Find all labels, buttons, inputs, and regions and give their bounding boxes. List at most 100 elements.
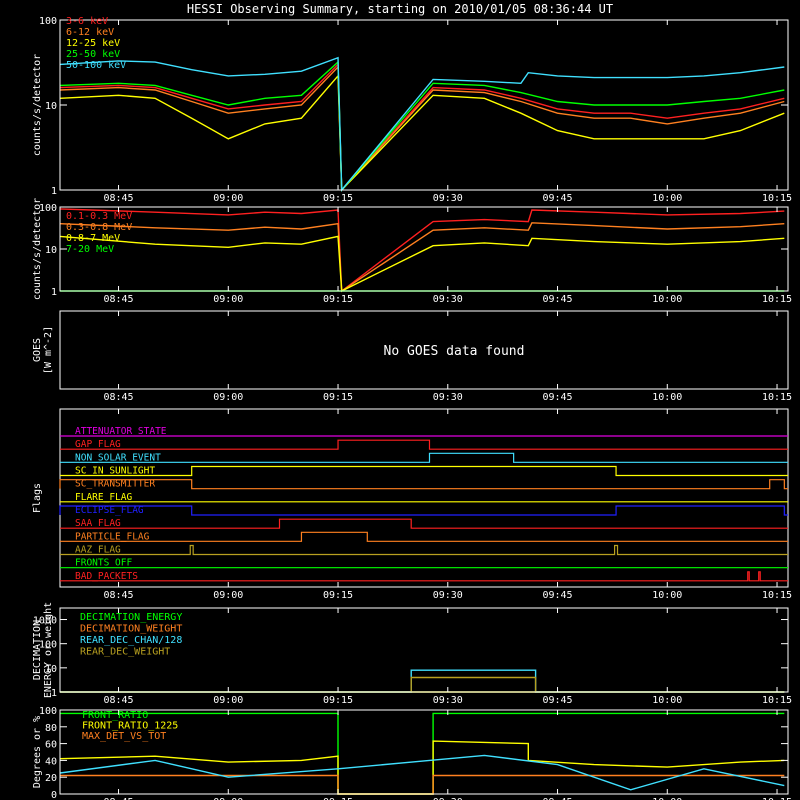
series-line (59, 222, 785, 293)
x-tick-label: 10:15 (762, 392, 792, 403)
legend-entry: 0.3-0.8 MeV (66, 222, 132, 233)
x-tick-label: 09:30 (433, 392, 463, 403)
x-tick-label: 08:45 (103, 590, 133, 601)
figure-title: HESSI Observing Summary, starting on 201… (187, 2, 613, 16)
panel-xray: 1 10 100 counts/s/detector 08:45 09:00 09:15 09… (32, 16, 792, 204)
x-tick-label: 10:00 (652, 392, 682, 403)
flag-label: FRONTS_OFF (75, 558, 132, 569)
x-tick-label: 09:00 (213, 294, 243, 305)
y-tick-label: 60 (45, 740, 57, 751)
legend-entry: 12-25 keV (66, 38, 120, 49)
y-axis-label: Flags (32, 483, 43, 513)
legend-entry: 6-12 keV (66, 27, 114, 38)
flag-label: GAP_FLAG (75, 439, 121, 450)
x-tick-label: 10:15 (762, 797, 792, 800)
flag-line (60, 518, 788, 529)
x-tick-label: 09:15 (323, 695, 353, 706)
flag-line (60, 544, 788, 556)
legend-entry: REAR_DEC_WEIGHT (80, 647, 170, 658)
flag-label: ATTENUATOR_STATE (75, 426, 167, 437)
x-tick-label: 10:00 (652, 695, 682, 706)
x-tick-label: 09:00 (213, 695, 243, 706)
y-tick-label: 1000 (33, 616, 57, 627)
y-tick-label: 0 (51, 790, 57, 800)
x-tick-label: 09:30 (433, 695, 463, 706)
flag-line (59, 479, 788, 490)
series-line (59, 74, 785, 192)
panel-frame (59, 310, 789, 390)
y-tick-label: 100 (39, 640, 57, 651)
flag-label: AAZ_FLAG (75, 545, 121, 556)
y-tick-label: 10 (45, 664, 57, 675)
x-tick-label: 10:15 (762, 590, 792, 601)
series-line (59, 62, 785, 192)
y-tick-label: 100 (39, 706, 57, 717)
y-tick-label: 80 (45, 723, 57, 734)
legend-entry: FRONT_RATIO_1225 (82, 721, 178, 732)
x-tick-label: 09:00 (213, 392, 243, 403)
y-tick-label: 1 (51, 688, 57, 699)
series-line (59, 740, 785, 795)
y-axis-label: counts/s/detector (32, 54, 43, 156)
x-tick-label: 09:15 (323, 590, 353, 601)
y-axis-label: counts/s/detector (32, 198, 43, 300)
y-axis-label-2: [W m^-2] (43, 326, 54, 374)
y-axis-label: DECIMATION (32, 620, 43, 680)
flag-line (60, 439, 788, 450)
flag-label: FLARE_FLAG (75, 492, 132, 503)
x-tick-label: 09:30 (433, 590, 463, 601)
y-axis-label: Degrees or % (32, 716, 43, 788)
legend-entry: DECIMATION_WEIGHT (80, 624, 182, 635)
x-tick-label: 09:45 (542, 590, 572, 601)
legend-entry: DECIMATION_ENERGY (80, 612, 182, 623)
x-tick-label: 09:00 (213, 797, 243, 800)
legend-entry: MAX_DET_VS_TOT (82, 731, 166, 742)
x-tick-label: 10:00 (652, 193, 682, 204)
series-line (59, 208, 785, 293)
legend-entry: FRONT_RATIO (82, 710, 148, 721)
legend-entry: 7-20 MeV (66, 244, 114, 255)
legend-entry: 50-100 keV (66, 60, 126, 71)
flag-label: ECLIPSE_FLAG (75, 505, 144, 516)
flag-label: PARTICLE_FLAG (75, 531, 150, 542)
y-tick-label: 10 (45, 101, 57, 112)
x-tick-label: 09:15 (323, 294, 353, 305)
panel-frame (59, 607, 789, 693)
legend-entry: 0.1-0.3 MeV (66, 211, 132, 222)
y-tick-label: 1 (51, 186, 57, 197)
series-line (59, 56, 785, 192)
y-tick-label: 20 (45, 773, 57, 784)
y-axis-label-2: ENERGY or weight (43, 602, 54, 698)
legend-entry: 0.8-7 MeV (66, 233, 120, 244)
y-tick-label: 10 (45, 245, 57, 256)
panel-flags: ATTENUATOR_STATE GAP_FLAG NON_SOLAR_EVENT S… (32, 408, 792, 601)
x-tick-label: 09:30 (433, 294, 463, 305)
x-tick-label: 08:45 (103, 797, 133, 800)
x-tick-label: 08:45 (103, 193, 133, 204)
x-tick-label: 10:15 (762, 695, 792, 706)
y-tick-label: 1 (51, 287, 57, 298)
x-tick-label: 09:00 (213, 193, 243, 204)
flag-label: SC_TRANSMITTER (75, 479, 155, 490)
series-line (59, 60, 785, 192)
x-tick-label: 09:45 (542, 392, 572, 403)
x-tick-label: 09:30 (433, 193, 463, 204)
series-line (59, 235, 785, 293)
flag-label: SC_IN_SUNLIGHT (75, 466, 155, 477)
panel-goes: No GOES data found GOES [W m^-2] 08:45 09:00… (32, 310, 792, 403)
no-data-message: No GOES data found (384, 344, 525, 359)
x-tick-label: 08:45 (103, 392, 133, 403)
flag-label: NON_SOLAR_EVENT (75, 452, 161, 463)
panel-frame (59, 408, 789, 588)
y-tick-label: 100 (39, 203, 57, 214)
flag-line (60, 531, 788, 542)
flag-label: SAA_FLAG (75, 518, 121, 529)
x-tick-label: 09:15 (323, 797, 353, 800)
series-line (59, 754, 785, 791)
x-tick-label: 10:00 (652, 797, 682, 800)
flag-line (60, 465, 788, 477)
